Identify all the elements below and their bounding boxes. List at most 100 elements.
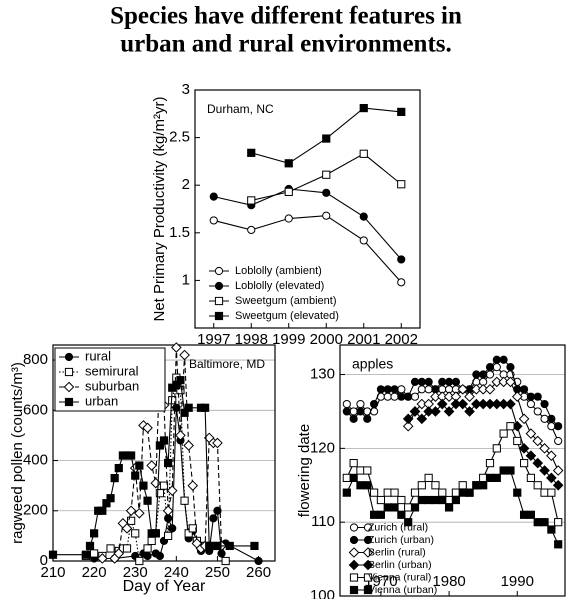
- data-point: [492, 444, 501, 453]
- data-point: [505, 398, 516, 410]
- y-tick-label: 200: [23, 502, 48, 519]
- data-point: [168, 524, 177, 533]
- data-point: [464, 406, 475, 417]
- data-point: [110, 474, 119, 483]
- legend-marker: [214, 296, 224, 306]
- data-point: [201, 403, 210, 412]
- data-point: [443, 406, 455, 417]
- y-tick-label: 3: [182, 81, 190, 98]
- data-point: [209, 216, 218, 225]
- data-point: [492, 363, 501, 372]
- data-point: [451, 495, 461, 505]
- data-point: [444, 377, 454, 387]
- data-point: [438, 377, 447, 387]
- data-point: [533, 392, 542, 401]
- data-point: [404, 392, 413, 401]
- legend-marker: [349, 535, 359, 545]
- data-point: [518, 443, 530, 454]
- x-tick-label: 1990: [501, 573, 534, 590]
- data-point: [187, 480, 199, 491]
- data-point: [479, 473, 488, 482]
- legend-label: Zurich (urban): [368, 534, 434, 546]
- page-title: urban and rural environments.: [120, 31, 452, 58]
- data-point: [554, 436, 563, 446]
- data-point: [175, 430, 186, 441]
- data-point: [349, 414, 358, 423]
- data-point: [369, 510, 379, 519]
- data-point: [417, 385, 426, 394]
- data-point: [444, 495, 454, 505]
- data-point: [519, 459, 529, 468]
- data-point: [513, 436, 522, 446]
- data-point: [213, 506, 222, 515]
- data-point: [397, 392, 406, 401]
- data-point: [526, 510, 536, 519]
- data-point: [85, 541, 95, 551]
- legend-marker: [349, 523, 359, 532]
- data-point: [485, 370, 495, 379]
- data-point: [390, 503, 399, 512]
- data-point: [533, 481, 542, 490]
- data-point: [472, 370, 481, 379]
- data-point: [359, 212, 368, 221]
- data-point: [90, 549, 99, 558]
- data-point: [209, 192, 218, 201]
- annotation: Baltimore, MD: [189, 357, 265, 371]
- data-point: [146, 460, 157, 471]
- data-point: [485, 363, 495, 372]
- data-point: [397, 495, 406, 505]
- data-point: [349, 473, 358, 482]
- data-point: [363, 414, 372, 423]
- data-point: [48, 550, 58, 559]
- data-point: [349, 407, 358, 416]
- data-point: [143, 496, 152, 505]
- y-tick-label: 110: [311, 513, 335, 530]
- data-point: [97, 553, 108, 564]
- legend-marker: [363, 535, 373, 545]
- legend-marker: [214, 266, 224, 276]
- data-point: [127, 451, 136, 460]
- legend-marker: [349, 585, 359, 595]
- data-point: [492, 355, 501, 364]
- data-point: [472, 481, 481, 490]
- data-point: [342, 473, 351, 482]
- data-point: [438, 495, 447, 505]
- data-point: [424, 495, 433, 505]
- series-line: [213, 188, 402, 260]
- y-tick-label: 400: [23, 452, 48, 469]
- legend-marker: [362, 547, 374, 558]
- data-point: [247, 225, 256, 235]
- data-point: [390, 392, 399, 401]
- data-point: [518, 413, 530, 425]
- data-point: [250, 541, 259, 551]
- y-tick-label: 1.5: [169, 224, 190, 241]
- plot-frame: [52, 344, 276, 562]
- data-point: [417, 377, 426, 387]
- data-point: [410, 503, 420, 512]
- data-point: [547, 525, 556, 534]
- data-point: [356, 407, 365, 416]
- data-point: [106, 494, 115, 503]
- data-point: [533, 518, 542, 527]
- data-point: [485, 473, 495, 482]
- data-point: [444, 503, 454, 512]
- data-point: [322, 170, 331, 179]
- data-point: [171, 342, 182, 353]
- legend-label: Loblolly (ambient): [235, 265, 322, 277]
- data-point: [540, 488, 549, 497]
- data-point: [431, 481, 440, 490]
- data-point: [212, 437, 223, 449]
- data-point: [409, 406, 421, 417]
- data-point: [397, 278, 406, 287]
- y-tick-label: 100: [310, 587, 335, 599]
- legend-label: Sweetgum (elevated): [235, 310, 339, 322]
- data-point: [526, 392, 536, 401]
- data-point: [142, 422, 153, 434]
- data-point: [131, 529, 140, 538]
- data-point: [179, 349, 190, 361]
- data-point: [121, 523, 133, 534]
- legend-label: semirural: [85, 363, 139, 378]
- data-point: [554, 518, 563, 527]
- x-tick-label: 1997: [197, 331, 230, 348]
